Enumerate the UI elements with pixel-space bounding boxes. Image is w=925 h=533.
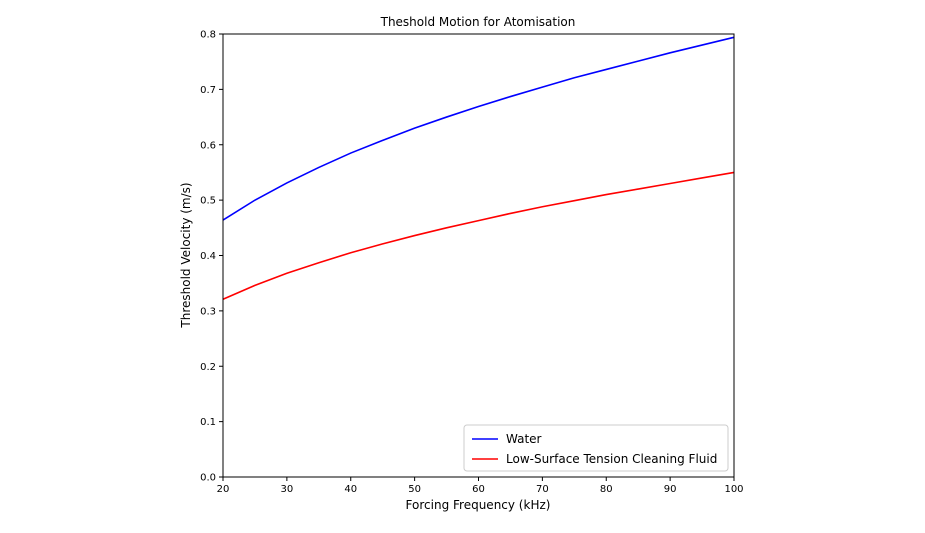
- axis-ticks: 20 30 40 50 60 70 80 90 100 0.0 0.1 0.2 0.3 0.4 0.5 0.6…: [200, 30, 743, 496]
- y-tick-label: 0.2: [200, 362, 216, 373]
- x-tick-label: 20: [217, 484, 230, 495]
- y-tick-label: 0.1: [200, 417, 216, 428]
- legend: Water Low-Surface Tension Cleaning Fluid: [463, 424, 729, 472]
- x-tick-label: 60: [472, 484, 485, 495]
- legend-label-2: Low-Surface Tension Cleaning Fluid: [506, 452, 717, 466]
- legend-box: [463, 424, 729, 472]
- y-tick-label: 0.5: [200, 196, 216, 207]
- y-tick-label: 0.4: [200, 251, 216, 262]
- y-tick-label: 0.0: [200, 473, 216, 484]
- x-tick-label: 40: [344, 484, 357, 495]
- x-axis-label: Forcing Frequency (kHz): [406, 498, 551, 512]
- y-tick-label: 0.8: [200, 30, 216, 41]
- x-tick-label: 50: [408, 484, 421, 495]
- y-axis-label: Threshold Velocity (m/s): [179, 182, 193, 328]
- x-tick-label: 100: [724, 484, 743, 495]
- x-tick-label: 70: [536, 484, 549, 495]
- y-tick-label: 0.3: [200, 306, 216, 317]
- x-tick-label: 30: [281, 484, 294, 495]
- series-line-1: [222, 36, 735, 221]
- x-tick-label: 80: [600, 484, 613, 495]
- y-tick-label: 0.7: [200, 85, 216, 96]
- x-tick-label: 90: [664, 484, 677, 495]
- legend-label-1: Water: [506, 432, 542, 446]
- y-tick-label: 0.6: [200, 140, 216, 151]
- series-line-2: [222, 171, 735, 300]
- chart-title: Theshold Motion for Atomisation: [380, 15, 576, 29]
